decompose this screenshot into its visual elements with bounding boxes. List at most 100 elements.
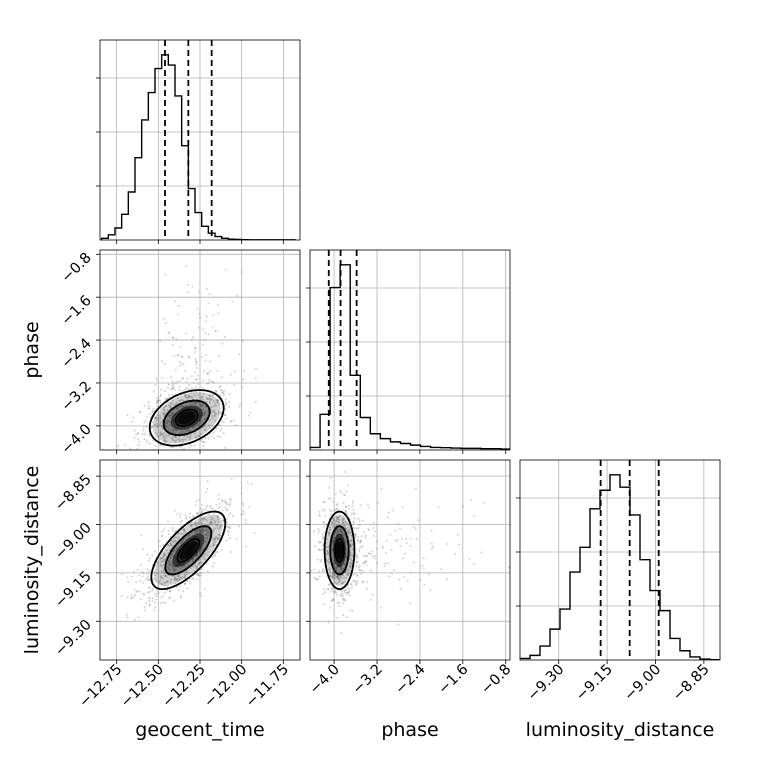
scatter-point [355, 554, 358, 557]
scatter-point [209, 521, 212, 524]
scatter-point [130, 597, 133, 600]
scatter-point [180, 438, 183, 441]
scatter-point [200, 438, 203, 441]
scatter-point [187, 383, 190, 386]
scatter-point [176, 406, 179, 409]
scatter-point [155, 598, 158, 601]
scatter-point [174, 529, 177, 532]
scatter-point [328, 583, 331, 586]
scatter-point [147, 591, 150, 594]
scatter-point [163, 415, 166, 418]
scatter-point [162, 407, 165, 410]
scatter-point [341, 582, 344, 585]
scatter-point [169, 457, 171, 459]
scatter-point [182, 438, 185, 441]
scatter-point [214, 329, 217, 332]
scatter-point [149, 442, 152, 445]
scatter-point [339, 529, 342, 532]
scatter-point [190, 525, 193, 528]
scatter-point [160, 432, 163, 435]
scatter-point [156, 417, 159, 420]
scatter-point [348, 528, 351, 531]
scatter-point [445, 542, 448, 545]
scatter-point [181, 566, 184, 569]
scatter-point [170, 412, 173, 415]
scatter-point [198, 498, 201, 501]
scatter-point [140, 456, 142, 458]
scatter-point [212, 394, 215, 397]
scatter-point [161, 583, 164, 586]
scatter-point [223, 501, 226, 504]
scatter-point [173, 578, 176, 581]
scatter-point [178, 380, 181, 383]
scatter-point [334, 530, 337, 533]
scatter-point [312, 530, 315, 533]
scatter-point [138, 574, 141, 577]
scatter-point [143, 421, 146, 424]
scatter-point [207, 454, 209, 456]
scatter-point [349, 549, 352, 552]
scatter-point [174, 439, 177, 442]
scatter-point [202, 517, 205, 520]
scatter-point [334, 531, 337, 534]
y-tick-label-phase: −0.8 [59, 250, 95, 286]
scatter-point [343, 470, 346, 473]
scatter-point [130, 451, 132, 453]
scatter-point [336, 528, 339, 531]
scatter-point [171, 380, 174, 383]
scatter-point [343, 590, 346, 593]
scatter-point [144, 601, 147, 604]
scatter-point [174, 568, 177, 571]
scatter-point [159, 582, 162, 585]
scatter-point [322, 593, 325, 596]
scatter-point [172, 436, 175, 439]
scatter-point [174, 441, 177, 444]
scatter-point [168, 596, 171, 599]
scatter-point [417, 519, 420, 522]
scatter-point [358, 549, 361, 552]
scatter-point [138, 590, 141, 593]
scatter-point [188, 396, 191, 399]
scatter-point [336, 593, 339, 596]
scatter-point [173, 355, 176, 358]
scatter-point [202, 557, 205, 560]
scatter-point [216, 400, 219, 403]
scatter-point [216, 525, 219, 528]
scatter-point [157, 437, 160, 440]
x-tick-label-phase: −3.2 [350, 662, 386, 698]
scatter-point [177, 353, 180, 356]
scatter-point [470, 499, 473, 502]
scatter-point [233, 383, 236, 386]
scatter-point [208, 394, 211, 397]
scatter-point [213, 562, 216, 565]
scatter-point [203, 588, 206, 591]
scatter-point [214, 537, 217, 540]
scatter-point [183, 530, 186, 533]
scatter-point [184, 582, 187, 585]
scatter-point [194, 522, 197, 525]
scatter-point [148, 603, 151, 606]
scatter-point [227, 526, 230, 529]
scatter-point [216, 398, 219, 401]
scatter-point [332, 591, 335, 594]
scatter-point [346, 568, 349, 571]
scatter-point [188, 446, 191, 449]
scatter-point [155, 417, 158, 420]
scatter-point [142, 426, 145, 429]
scatter-point [195, 401, 198, 404]
scatter-point [384, 562, 387, 565]
scatter-point [323, 514, 326, 517]
scatter-point [219, 436, 222, 439]
scatter-point [185, 573, 188, 576]
scatter-point [195, 500, 198, 503]
scatter-point [190, 395, 193, 398]
scatter-point [352, 521, 355, 524]
scatter-point [196, 307, 199, 310]
scatter-point [367, 552, 370, 555]
scatter-point [164, 601, 167, 604]
scatter-point [193, 394, 196, 397]
scatter-point [353, 517, 356, 520]
scatter-point [348, 590, 351, 593]
scatter-point [210, 397, 213, 400]
scatter-point [164, 574, 167, 577]
